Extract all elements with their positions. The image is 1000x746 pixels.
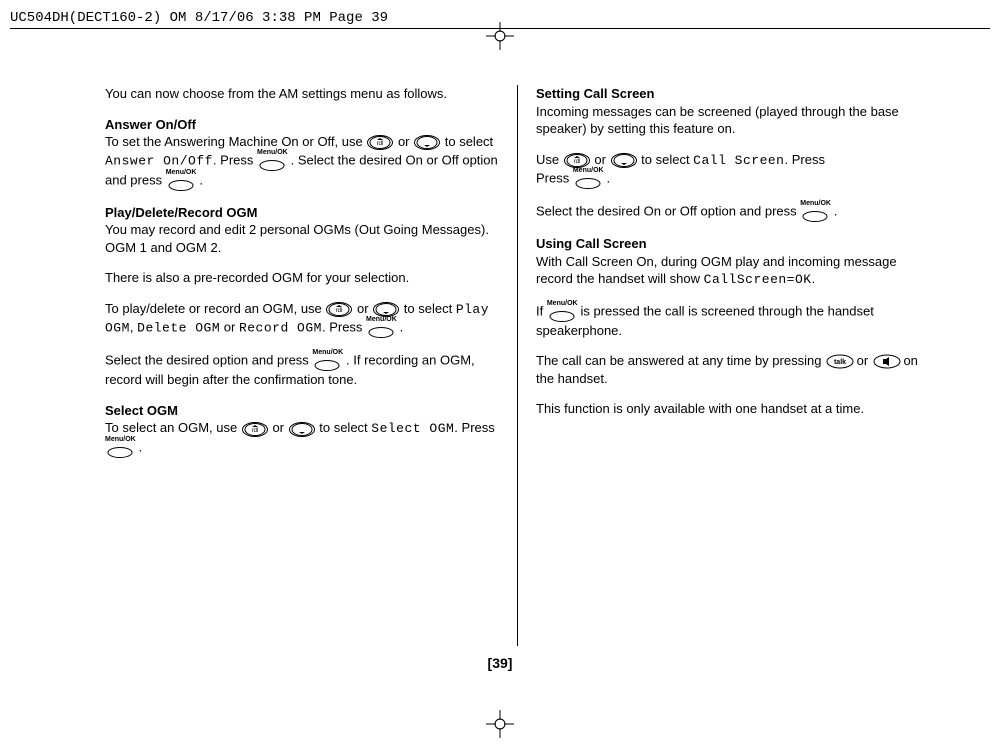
up-icon: rdl (325, 302, 353, 317)
menuok-icon: Menu/OK (366, 318, 396, 338)
down-icon (288, 422, 316, 437)
page-body: You can now choose from the AM settings … (95, 85, 940, 646)
ogm-p2: There is also a pre-recorded OGM for you… (105, 269, 499, 287)
ucs-p3: The call can be answered at any time by … (536, 352, 930, 387)
page-number: [39] (488, 655, 513, 671)
talk-icon: talk (825, 354, 853, 369)
ogm-p3: To play/delete or record an OGM, use rdl… (105, 300, 499, 339)
menuok-icon: Menu/OK (105, 438, 135, 458)
crop-mark-top (486, 22, 514, 53)
ogm-p4: Select the desired option and press Menu… (105, 351, 499, 389)
down-icon (413, 135, 441, 150)
select-ogm-p: To select an OGM, use rdl or to select S… (105, 419, 499, 458)
svg-text:rdl: rdl (336, 308, 343, 314)
up-icon: rdl (241, 422, 269, 437)
ucs-p2: If Menu/OK is pressed the call is screen… (536, 302, 930, 340)
answer-paragraph: To set the Answering Machine On or Off, … (105, 133, 499, 191)
scs-p3: Select the desired On or Off option and … (536, 202, 930, 222)
svg-text:rdl: rdl (252, 428, 259, 434)
heading-ogm: Play/Delete/Record OGM (105, 205, 257, 220)
menuok-icon: Menu/OK (573, 169, 603, 189)
menuok-icon: Menu/OK (800, 202, 830, 222)
down-icon (610, 153, 638, 168)
svg-text:rdl: rdl (377, 141, 384, 147)
heading-setting-call-screen: Setting Call Screen (536, 86, 654, 101)
crop-mark-bottom (486, 710, 514, 741)
ogm-p1: You may record and edit 2 personal OGMs … (105, 221, 499, 256)
right-column: Setting Call Screen Incoming messages ca… (526, 85, 940, 646)
menuok-icon: Menu/OK (257, 151, 287, 171)
scs-p1: Incoming messages can be screened (playe… (536, 103, 930, 138)
menuok-icon: Menu/OK (312, 351, 342, 371)
svg-text:rdl: rdl (573, 159, 580, 165)
heading-using-call-screen: Using Call Screen (536, 236, 647, 251)
speaker-icon (872, 354, 900, 369)
heading-answer: Answer On/Off (105, 117, 196, 132)
heading-select-ogm: Select OGM (105, 403, 178, 418)
intro: You can now choose from the AM settings … (105, 85, 499, 103)
column-divider (517, 85, 518, 646)
ucs-p4: This function is only available with one… (536, 400, 930, 418)
svg-text:talk: talk (834, 359, 846, 366)
menuok-icon: Menu/OK (166, 171, 196, 191)
left-column: You can now choose from the AM settings … (95, 85, 509, 646)
menuok-icon: Menu/OK (547, 302, 577, 322)
header-text: UC504DH(DECT160-2) OM 8/17/06 3:38 PM Pa… (10, 10, 388, 26)
scs-p2: Use rdl or to select Call Screen. Press … (536, 151, 930, 190)
up-icon: rdl (366, 135, 394, 150)
answer-onoff-text: Answer On/Off (105, 153, 213, 168)
press-label: Press (536, 171, 573, 186)
ucs-p1: With Call Screen On, during OGM play and… (536, 253, 930, 289)
